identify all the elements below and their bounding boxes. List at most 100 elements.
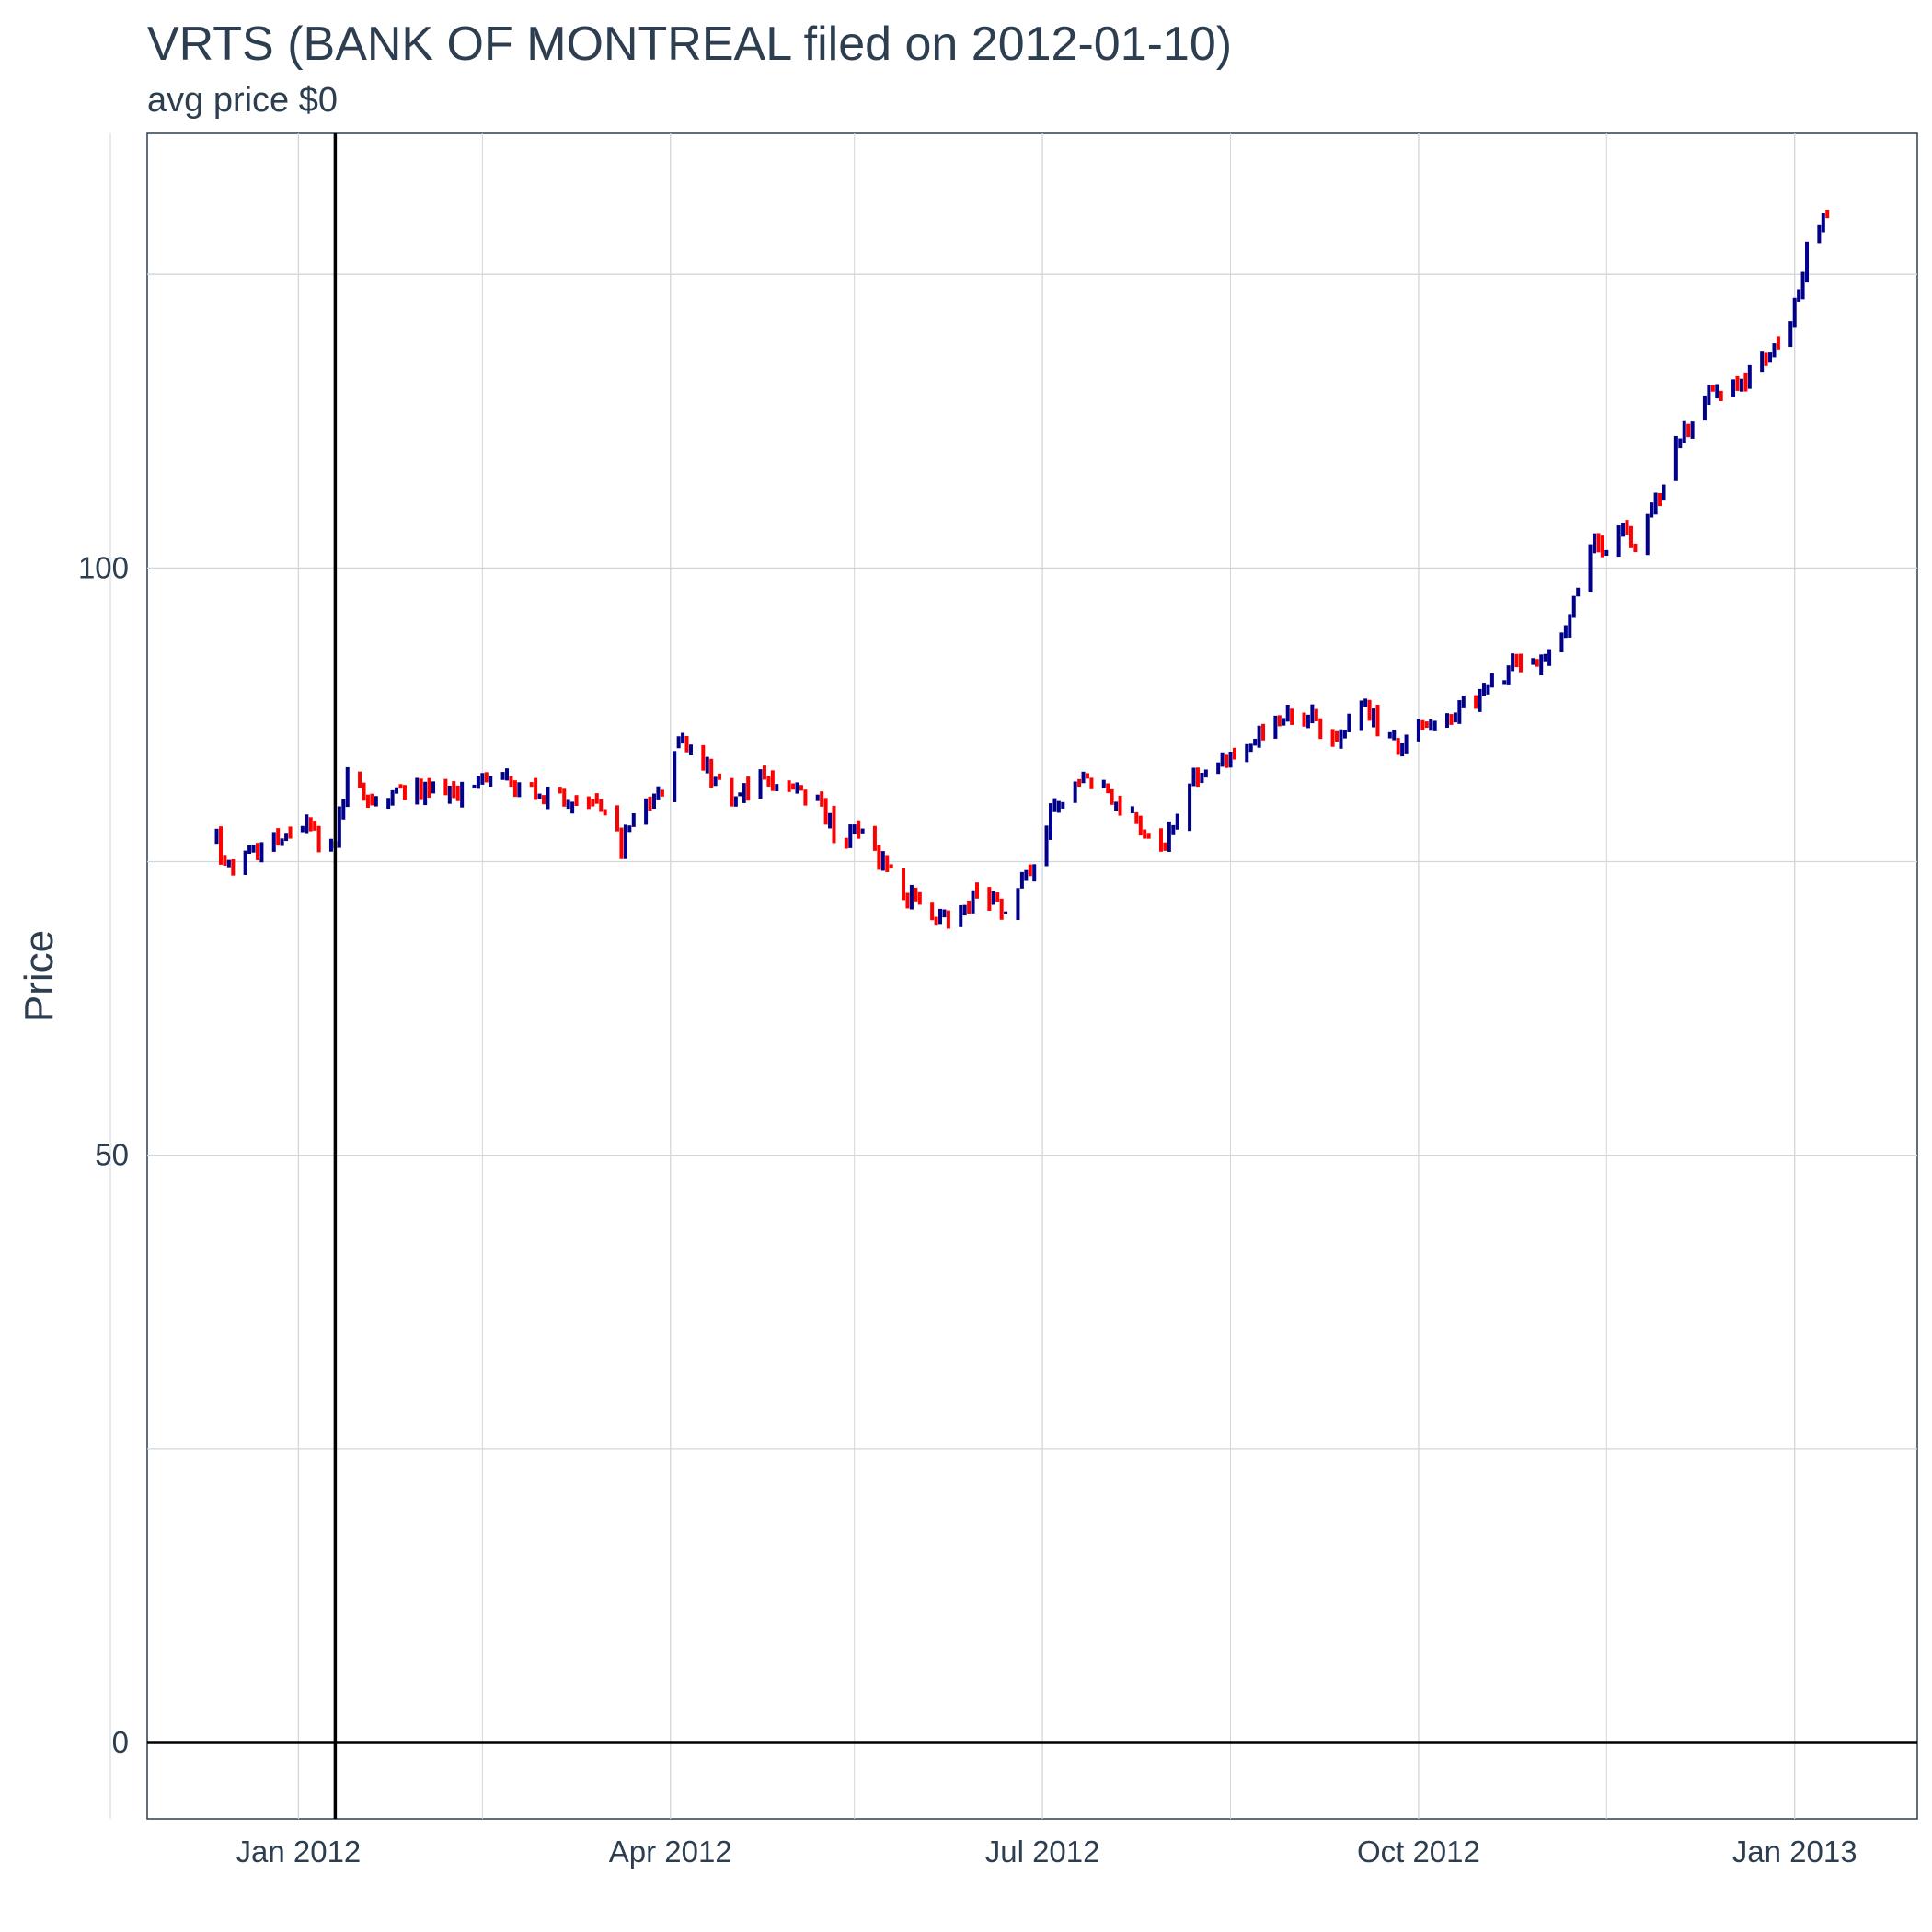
- candle-up: [1044, 825, 1049, 867]
- candle-up: [644, 798, 649, 825]
- candle-down: [276, 828, 281, 846]
- candle-down: [746, 776, 751, 801]
- candle-up: [1257, 725, 1261, 748]
- candle-up: [505, 768, 510, 781]
- x-tick-label: Jul 2012: [985, 1834, 1100, 1869]
- candle-up: [1563, 625, 1568, 639]
- candle-up: [1457, 700, 1462, 724]
- candle-up: [1387, 731, 1392, 739]
- candle-up: [775, 784, 779, 792]
- candle-down: [316, 825, 321, 853]
- candle-up: [1200, 772, 1204, 784]
- candle-down: [615, 805, 619, 832]
- candle-down: [660, 789, 664, 797]
- candle-down: [787, 780, 791, 792]
- candle-down: [791, 783, 796, 790]
- candle-down: [967, 900, 972, 914]
- candle-up: [1392, 729, 1397, 741]
- candle-up: [860, 828, 865, 834]
- candle-down: [594, 793, 599, 804]
- candle-up: [476, 776, 480, 789]
- candle-down: [1375, 705, 1380, 737]
- candle-down: [288, 826, 293, 839]
- candle-down: [1776, 336, 1780, 350]
- candle-down: [885, 855, 890, 872]
- plot-panel: [146, 132, 1918, 1820]
- y-tick-label: 100: [78, 550, 129, 584]
- candle-down: [1261, 723, 1266, 741]
- candle-down: [1600, 535, 1604, 558]
- candle-up: [1559, 632, 1564, 653]
- candle-up: [247, 845, 252, 855]
- grid-lines: [109, 133, 1917, 1819]
- candle-up: [1130, 806, 1134, 813]
- candle-up: [271, 832, 276, 852]
- candle-up: [848, 824, 853, 848]
- candle-down: [701, 744, 706, 771]
- candle-down: [1596, 533, 1601, 553]
- candle-up: [1621, 522, 1626, 537]
- candle-down: [1077, 778, 1082, 788]
- candle-up: [1489, 673, 1494, 688]
- candle-up: [1016, 888, 1020, 921]
- candle-up: [1715, 384, 1719, 399]
- candle-down: [1686, 423, 1691, 438]
- candle-down: [599, 799, 604, 812]
- candle-up: [1678, 438, 1683, 449]
- candle-down: [1825, 209, 1830, 219]
- candle-up: [623, 824, 627, 859]
- candle-up: [1310, 704, 1315, 724]
- candle-up: [1506, 665, 1511, 685]
- candle-down: [1302, 712, 1306, 727]
- candle-up: [1797, 289, 1801, 302]
- candle-down: [1658, 493, 1662, 507]
- candle-up: [1245, 743, 1249, 763]
- candle-up: [1568, 614, 1572, 638]
- candle-down: [799, 785, 803, 791]
- candle-up: [251, 844, 256, 853]
- candle-down: [223, 855, 227, 867]
- candle-down: [255, 843, 259, 860]
- candle-up: [1650, 502, 1654, 518]
- candle-down: [684, 735, 689, 753]
- x-axis-ticks: Jan 2012 Apr 2012 Jul 2012 Oct 2012 Jan 2013: [236, 1834, 1857, 1869]
- candle-up: [1342, 730, 1347, 739]
- candle-down: [1195, 767, 1200, 788]
- candle-up: [742, 783, 746, 803]
- x-tick-label: Jan 2012: [236, 1834, 362, 1869]
- chart-title: VRTS (BANK OF MONTREAL filed on 2012-01-…: [147, 17, 1233, 71]
- candle-up: [1673, 435, 1678, 481]
- candle-up: [1248, 743, 1253, 753]
- candle-down: [718, 773, 722, 780]
- candle-down: [427, 777, 431, 799]
- candle-up: [460, 781, 465, 808]
- candle-down: [484, 772, 489, 783]
- candle-up: [480, 773, 485, 785]
- x-tick-label: Apr 2012: [609, 1834, 732, 1869]
- candle-up: [1511, 653, 1515, 672]
- candle-down: [1449, 714, 1454, 725]
- candle-up: [337, 806, 341, 848]
- x-tick-label: Jan 2013: [1732, 1834, 1857, 1869]
- candle-down: [218, 826, 223, 865]
- candle-down: [1335, 730, 1340, 742]
- candle-down: [1118, 795, 1122, 816]
- candle-up: [651, 793, 656, 810]
- candle-up: [962, 904, 967, 916]
- candle-down: [1330, 729, 1335, 747]
- candle-up: [500, 772, 505, 780]
- candle-down: [512, 780, 517, 798]
- candle-up: [1682, 420, 1686, 443]
- y-tick-label: 50: [95, 1138, 129, 1172]
- candle-down: [1743, 372, 1748, 392]
- candle-up: [300, 825, 305, 833]
- candle-down: [648, 796, 652, 811]
- candle-up: [1502, 680, 1507, 685]
- candle-up: [1731, 379, 1736, 397]
- candle-down: [946, 910, 950, 929]
- candle-up: [656, 786, 661, 800]
- candle-down: [1277, 715, 1282, 727]
- candle-down: [1514, 653, 1519, 668]
- candle-down: [603, 809, 607, 816]
- candle-up: [1339, 729, 1343, 749]
